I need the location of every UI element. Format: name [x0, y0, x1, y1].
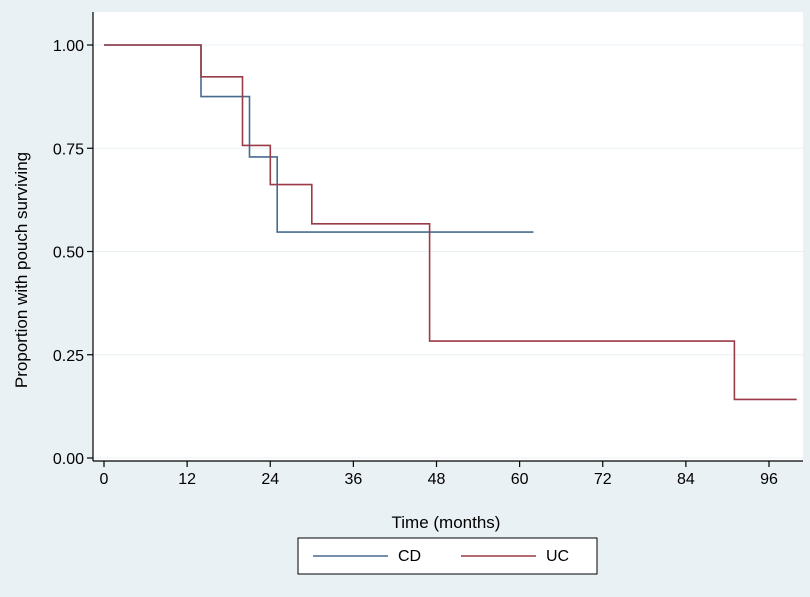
plot-area	[93, 12, 803, 461]
x-tick-label-1: 12	[178, 471, 196, 488]
x-axis-title: Time (months)	[392, 513, 501, 532]
y-axis-title: Proportion with pouch surviving	[12, 152, 31, 388]
x-tick-label-7: 84	[677, 471, 695, 488]
x-tick-label-6: 72	[594, 471, 612, 488]
x-tick-label-3: 36	[344, 471, 362, 488]
y-tick-label-3: 0.75	[53, 141, 84, 158]
x-tick-label-0: 0	[100, 471, 109, 488]
legend: CD UC	[297, 537, 598, 575]
series-line-uc	[104, 44, 797, 401]
y-tick-label-0: 0.00	[53, 451, 84, 468]
y-tick-label-1: 0.25	[53, 348, 84, 365]
x-tick-label-4: 48	[428, 471, 446, 488]
x-tick-label-2: 24	[261, 471, 279, 488]
y-tick-label-4: 1.00	[53, 38, 84, 55]
axes: 0.00 0.25 0.50 0.75 1.00 0 12 24 36 48 60 72 84 96	[53, 12, 803, 488]
x-tick-label-8: 96	[760, 471, 778, 488]
x-tick-label-5: 60	[511, 471, 529, 488]
legend-label-cd: CD	[398, 548, 421, 565]
series-lines	[104, 44, 797, 401]
y-tick-label-2: 0.50	[53, 245, 84, 262]
legend-label-uc: UC	[546, 548, 569, 565]
gridlines	[93, 44, 803, 459]
